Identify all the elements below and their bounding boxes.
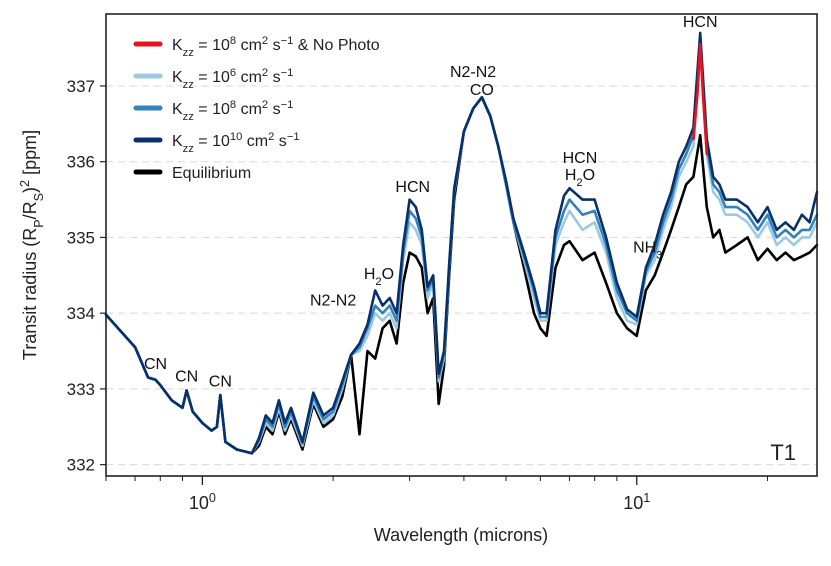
y-label-subscript: S bbox=[32, 193, 46, 201]
y-label-text: Transit radius (R bbox=[20, 228, 40, 360]
annotation-label: CN bbox=[209, 374, 232, 391]
y-tick-label: 335 bbox=[67, 228, 95, 247]
y-axis-label: Transit radius (RP/RS)2 [ppm] bbox=[18, 130, 46, 360]
legend-text: cm bbox=[236, 69, 262, 86]
y-tick-label: 336 bbox=[67, 153, 95, 172]
legend-label: Equilibrium bbox=[172, 165, 251, 182]
legend-subscript: zz bbox=[183, 47, 195, 59]
legend-text: cm bbox=[236, 37, 262, 54]
legend-text: Equilibrium bbox=[172, 165, 251, 182]
y-label-subscript: P bbox=[32, 219, 46, 227]
annotation-text: H bbox=[364, 266, 376, 283]
y-tick-label: 334 bbox=[67, 304, 95, 323]
annotation-label: NH3 bbox=[633, 240, 662, 262]
annotation-label: CN bbox=[175, 368, 198, 385]
legend-superscript: 8 bbox=[230, 35, 236, 47]
legend-text: K bbox=[172, 133, 183, 150]
legend-text: s bbox=[268, 101, 280, 118]
legend-subscript: zz bbox=[183, 111, 195, 123]
x-tick-base: 10 bbox=[189, 493, 209, 513]
y-label-text: [ppm] bbox=[20, 130, 40, 180]
legend-text: = 10 bbox=[194, 133, 230, 150]
y-tick-label: 332 bbox=[67, 456, 95, 475]
legend-subscript: zz bbox=[183, 143, 195, 155]
annotation-label: HCN bbox=[563, 150, 598, 167]
legend-text: s bbox=[268, 37, 280, 54]
legend-label: Kzz = 1010 cm2 s−1 bbox=[172, 131, 300, 155]
legend-text: cm bbox=[236, 101, 262, 118]
legend-superscript: 2 bbox=[262, 35, 268, 47]
legend-superscript: 10 bbox=[230, 131, 242, 143]
x-tick-exponent: 1 bbox=[643, 491, 650, 505]
annotation-label: CN bbox=[144, 356, 167, 373]
legend-superscript: 6 bbox=[230, 67, 236, 79]
legend-text: cm bbox=[242, 133, 268, 150]
y-axis: 332 333 334 335 336 337 bbox=[67, 77, 106, 475]
annotation-label: HCN bbox=[683, 14, 718, 31]
series-lines bbox=[104, 31, 819, 455]
annotation-label: HCN bbox=[395, 179, 430, 196]
legend-subscript: zz bbox=[183, 79, 195, 91]
legend-text: K bbox=[172, 37, 183, 54]
legend-text: = 10 bbox=[194, 101, 230, 118]
x-tick-label: 100 bbox=[189, 491, 216, 513]
legend-superscript: −1 bbox=[287, 131, 300, 143]
legend-text: K bbox=[172, 69, 183, 86]
legend-superscript: 2 bbox=[262, 67, 268, 79]
legend-text: = 10 bbox=[194, 69, 230, 86]
annotation-label: H2O bbox=[565, 167, 595, 189]
legend-text: s bbox=[268, 69, 280, 86]
y-label-superscript: 2 bbox=[18, 180, 32, 187]
legend-text: K bbox=[172, 101, 183, 118]
legend-label: Kzz = 106 cm2 s−1 bbox=[172, 67, 293, 91]
legend-superscript: 8 bbox=[230, 99, 236, 111]
x-tick-exponent: 0 bbox=[209, 491, 216, 505]
y-tick-label: 337 bbox=[67, 77, 95, 96]
annotation-subscript: 2 bbox=[576, 177, 582, 189]
plot-frame bbox=[105, 13, 818, 477]
x-axis: 100 101 bbox=[105, 476, 769, 513]
legend-label: Kzz = 108 cm2 s−1 bbox=[172, 99, 293, 123]
annotation-text: O bbox=[382, 266, 394, 283]
legend-superscript: 2 bbox=[268, 131, 274, 143]
legend-superscript: 2 bbox=[262, 99, 268, 111]
legend-label: Kzz = 108 cm2 s−1 & No Photo bbox=[172, 35, 380, 59]
annotation-text: H bbox=[565, 167, 577, 184]
x-tick-label: 101 bbox=[623, 491, 650, 513]
legend-superscript: −1 bbox=[281, 67, 294, 79]
annotation-label: N2-N2 bbox=[310, 293, 356, 310]
legend-text: & No Photo bbox=[293, 37, 379, 54]
annotation-subscript: 3 bbox=[656, 250, 662, 262]
x-tick-base: 10 bbox=[623, 493, 643, 513]
legend-superscript: −1 bbox=[281, 35, 294, 47]
y-tick-label: 333 bbox=[67, 380, 95, 399]
series-line bbox=[692, 42, 709, 156]
x-axis-label: Wavelength (microns) bbox=[374, 525, 548, 545]
annotation-label: H2O bbox=[364, 266, 394, 288]
annotation-label: N2-N2 bbox=[450, 64, 496, 81]
legend-superscript: −1 bbox=[281, 99, 294, 111]
annotation-text: O bbox=[583, 167, 595, 184]
annotation-subscript: 2 bbox=[375, 276, 381, 288]
y-label-text: ) bbox=[20, 187, 40, 193]
y-label-text: /R bbox=[20, 201, 40, 219]
legend-text: = 10 bbox=[194, 37, 230, 54]
panel-label: T1 bbox=[770, 440, 796, 465]
legend-text: s bbox=[274, 133, 286, 150]
annotation-text: NH bbox=[633, 240, 656, 257]
annotation-label: CO bbox=[470, 82, 494, 99]
